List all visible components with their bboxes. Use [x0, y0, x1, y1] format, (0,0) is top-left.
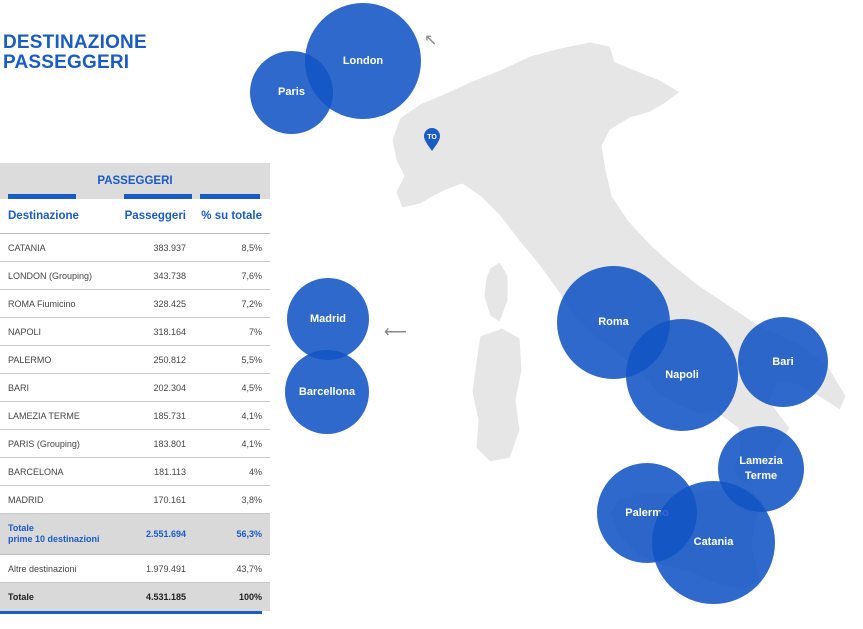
col-head-share: % su totale [201, 210, 262, 222]
subtotal-label-line2: prime 10 destinazioni [8, 534, 100, 544]
row-share: 4,5% [241, 382, 262, 393]
header-bar-3 [200, 194, 260, 199]
row-destination: LONDON (Grouping) [8, 270, 93, 281]
map-pin-label: TO [427, 134, 437, 141]
other-passengers: 1.979.491 [145, 563, 186, 574]
other-destinations-row: Altre destinazioni 1.979.491 43,7% [0, 555, 270, 583]
table-row: LAMEZIA TERME 185.731 4,1% [0, 402, 270, 430]
other-share: 43,7% [236, 563, 262, 574]
row-passengers: 343.738 [153, 270, 186, 281]
table-row: PALERMO 250.812 5,5% [0, 346, 270, 374]
table-row: MADRID 170.161 3,8% [0, 486, 270, 514]
row-share: 8,5% [241, 242, 262, 253]
subtotal-row: Totale prime 10 destinazioni 2.551.694 5… [0, 514, 270, 555]
table-row: ROMA Fiumicino 328.425 7,2% [0, 290, 270, 318]
row-passengers: 250.812 [153, 354, 186, 365]
row-passengers: 185.731 [153, 410, 186, 421]
total-row: Totale 4.531.185 100% [0, 583, 270, 611]
table-row: BARI 202.304 4,5% [0, 374, 270, 402]
row-destination: NAPOLI [8, 326, 42, 337]
header-bar-1 [8, 194, 76, 199]
page-title: DESTINAZIONE PASSEGGERI [3, 33, 147, 73]
row-destination: LAMEZIA TERME [8, 410, 80, 421]
bubble-london: London [305, 3, 421, 119]
row-passengers: 383.937 [153, 242, 186, 253]
bubble-catania: Catania [652, 481, 775, 604]
subtotal-label: Totale prime 10 destinazioni [0, 523, 120, 545]
row-destination: BARCELONA [8, 466, 64, 477]
table-row: CATANIA 383.937 8,5% [0, 234, 270, 262]
header-underline-bars [0, 193, 270, 199]
table-row: BARCELONA 181.113 4% [0, 458, 270, 486]
row-destination: MADRID [8, 494, 44, 505]
total-share: 100% [238, 592, 262, 602]
subtotal-passengers: 2.551.694 [145, 529, 186, 539]
row-share: 7,6% [241, 270, 262, 281]
page-title-line2: PASSEGGERI [3, 52, 130, 73]
row-share: 5,5% [241, 354, 262, 365]
subtotal-share: 56,3% [236, 529, 262, 539]
arrow-left-icon: ⟵ [384, 324, 407, 341]
row-share: 7% [248, 326, 262, 337]
other-label: Altre destinazioni [8, 563, 77, 574]
row-share: 4,1% [241, 410, 262, 421]
total-label: Totale [8, 592, 34, 602]
subtotal-label-line1: Totale [8, 523, 34, 533]
bubble-bari: Bari [738, 317, 828, 407]
row-destination: PALERMO [8, 354, 52, 365]
row-share: 3,8% [241, 494, 262, 505]
bubble-barcellona: Barcellona [285, 350, 369, 434]
row-share: 4% [248, 466, 262, 477]
page-title-line1: DESTINAZIONE [3, 32, 147, 53]
bubble-paris: Paris [250, 51, 333, 134]
row-passengers: 202.304 [153, 382, 186, 393]
row-share: 7,2% [241, 298, 262, 309]
column-headers: Destinazione Passeggeri % su totale [0, 199, 270, 234]
row-passengers: 328.425 [153, 298, 186, 309]
row-passengers: 183.801 [153, 438, 186, 449]
table-row: NAPOLI 318.164 7% [0, 318, 270, 346]
row-passengers: 170.161 [153, 494, 186, 505]
bubble-napoli: Napoli [626, 319, 738, 431]
table-header-label: PASSEGGERI [97, 175, 173, 187]
total-underline [0, 611, 262, 614]
passengers-table: PASSEGGERI Destinazione Passeggeri % su … [0, 163, 270, 614]
row-destination: BARI [8, 382, 30, 393]
col-head-passengers: Passeggeri [124, 210, 186, 222]
row-destination: ROMA Fiumicino [8, 298, 76, 309]
table-header: PASSEGGERI [0, 163, 270, 199]
table-row: LONDON (Grouping) 343.738 7,6% [0, 262, 270, 290]
col-head-destination: Destinazione [8, 210, 79, 222]
total-passengers: 4.531.185 [145, 592, 186, 602]
bubble-madrid: Madrid [287, 278, 369, 360]
row-share: 4,1% [241, 438, 262, 449]
header-bar-2 [124, 194, 192, 199]
arrow-up-left-icon: ↖ [424, 32, 438, 49]
row-destination: PARIS (Grouping) [8, 438, 80, 449]
map-pin-icon: TO [424, 128, 440, 151]
row-passengers: 318.164 [153, 326, 186, 337]
row-passengers: 181.113 [154, 466, 186, 477]
table-row: PARIS (Grouping) 183.801 4,1% [0, 430, 270, 458]
row-destination: CATANIA [8, 242, 46, 253]
